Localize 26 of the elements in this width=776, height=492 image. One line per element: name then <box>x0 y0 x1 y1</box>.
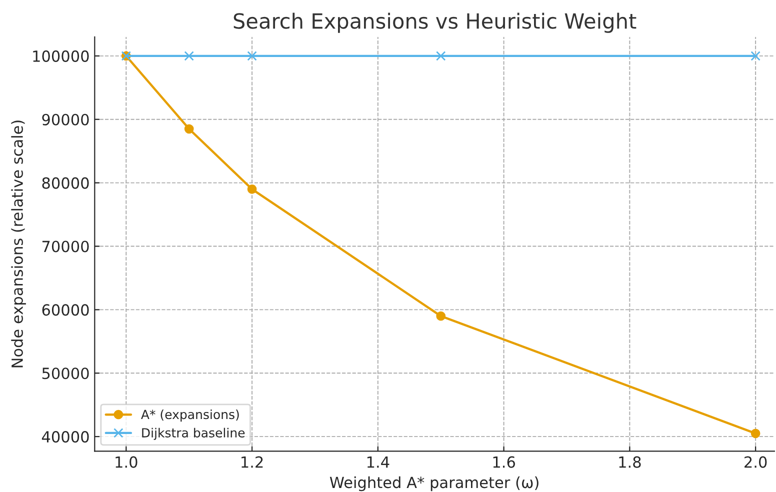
point <box>247 184 257 194</box>
y-axis-title: Node expansions (relative scale) <box>11 120 26 368</box>
legend-label: Dijkstra baseline <box>142 428 245 440</box>
point <box>750 51 760 61</box>
x-tick-label: 1.2 <box>242 456 263 468</box>
y-tick-label: 100000 <box>33 50 89 62</box>
y-tick-label: 50000 <box>42 368 89 380</box>
y-tick-label: 90000 <box>42 114 89 126</box>
y-tick-label: 40000 <box>42 431 89 443</box>
point <box>247 51 257 61</box>
x-tick-label: 1.0 <box>116 456 138 468</box>
x-tick-label: 2.0 <box>744 456 767 468</box>
chart-title: Search Expansions vs Heuristic Weight <box>234 12 636 33</box>
legend-label: A* (expansions) <box>141 409 239 422</box>
point <box>184 51 194 61</box>
point <box>436 311 446 321</box>
y-tick-label: 60000 <box>42 304 89 316</box>
point <box>436 51 446 61</box>
x-tick-label: 1.6 <box>493 456 515 468</box>
x-tick-label: 1.4 <box>367 456 390 468</box>
point <box>184 124 194 134</box>
y-tick-label: 70000 <box>42 240 89 252</box>
x-axis-title: Weighted A* parameter (ω) <box>330 476 538 492</box>
x-tick-label: 1.8 <box>619 456 641 468</box>
point <box>750 428 760 438</box>
y-tick-label: 80000 <box>42 177 89 189</box>
